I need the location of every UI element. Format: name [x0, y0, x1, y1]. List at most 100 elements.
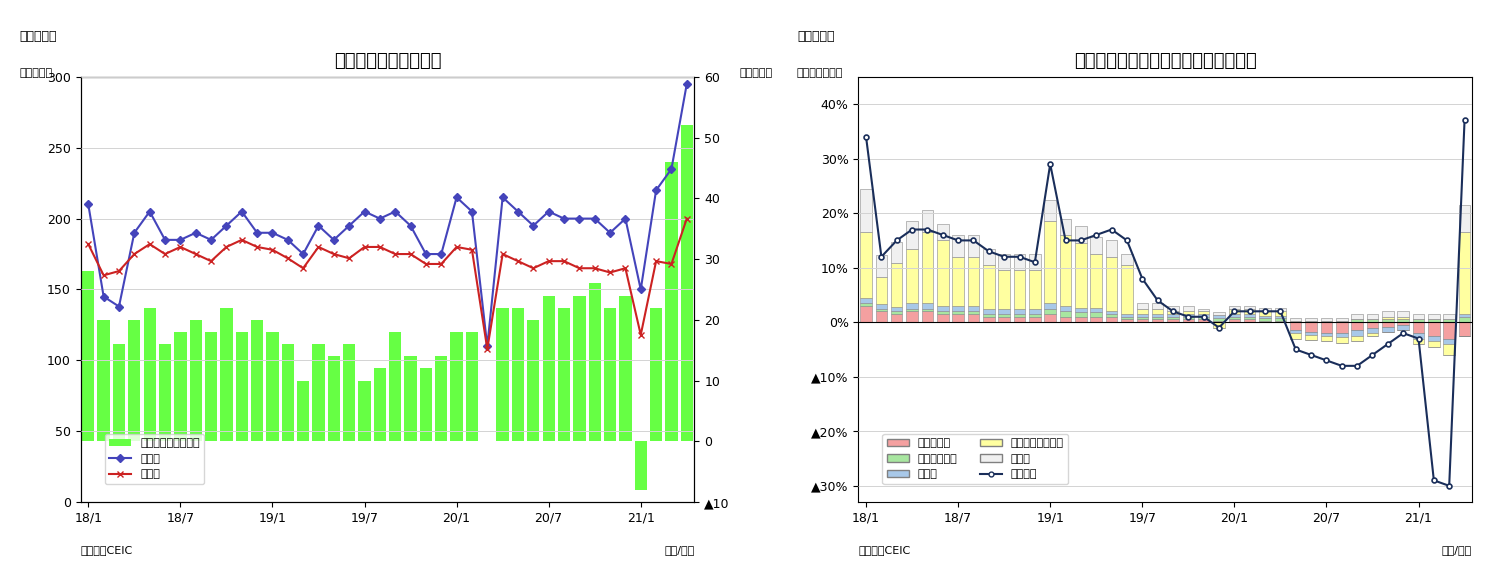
Bar	[1352, 331, 1364, 336]
Bar	[128, 320, 141, 442]
Bar	[1413, 319, 1425, 322]
Bar	[112, 344, 125, 442]
Bar	[1305, 322, 1317, 332]
Bar	[1182, 316, 1194, 319]
Bar	[1106, 257, 1118, 311]
Bar	[1198, 308, 1209, 311]
Bar	[1014, 254, 1026, 270]
Bar	[1320, 321, 1332, 322]
Bar	[1460, 316, 1470, 322]
Bar	[388, 332, 402, 442]
Bar	[1460, 205, 1470, 232]
Bar	[952, 314, 964, 322]
Bar	[450, 332, 462, 442]
Bar	[1029, 254, 1041, 270]
Bar	[876, 304, 886, 308]
Bar	[1120, 319, 1132, 322]
Bar	[1366, 333, 1378, 336]
Bar	[1152, 316, 1164, 319]
Bar	[1460, 322, 1470, 336]
Bar	[1106, 311, 1118, 314]
Bar	[1044, 221, 1056, 303]
Bar	[1352, 322, 1364, 331]
Title: マレーシア　輸出の伸び率（品目別）: マレーシア 輸出の伸び率（品目別）	[1074, 51, 1257, 70]
Bar	[968, 257, 980, 306]
Bar	[1260, 321, 1270, 322]
Bar	[1290, 318, 1302, 321]
Bar	[906, 221, 918, 249]
Bar	[1275, 308, 1286, 311]
Bar	[1382, 326, 1394, 332]
Bar	[1366, 322, 1378, 328]
Bar	[1352, 336, 1364, 341]
Bar	[1137, 319, 1148, 322]
Bar	[1120, 314, 1132, 316]
Bar	[1320, 336, 1332, 341]
Bar	[999, 316, 1010, 322]
Bar	[1460, 232, 1470, 314]
Bar	[1275, 321, 1286, 322]
Text: （前年同月比）: （前年同月比）	[796, 68, 843, 78]
Bar	[876, 255, 886, 277]
Bar	[588, 283, 602, 442]
Bar	[906, 308, 918, 311]
Bar	[1443, 344, 1455, 355]
Bar	[938, 306, 948, 311]
Bar	[1076, 312, 1086, 316]
Bar	[1443, 339, 1455, 344]
Bar	[1428, 322, 1440, 336]
Bar	[1244, 319, 1256, 322]
Bar	[968, 306, 980, 311]
Bar	[1198, 311, 1209, 314]
Bar	[1460, 314, 1470, 316]
Bar	[1182, 306, 1194, 311]
Bar	[543, 295, 555, 442]
Bar	[861, 232, 871, 298]
Bar	[1305, 321, 1317, 322]
Bar	[1228, 308, 1240, 314]
Bar	[1413, 322, 1425, 333]
Bar	[1137, 303, 1148, 308]
Bar	[1106, 316, 1118, 322]
Bar	[220, 308, 232, 442]
Bar	[982, 308, 994, 314]
Bar	[1120, 254, 1132, 265]
Bar	[98, 320, 109, 442]
Bar	[968, 235, 980, 257]
Title: マレーシア　賿易収支: マレーシア 賿易収支	[334, 51, 441, 70]
Bar	[1167, 311, 1179, 314]
Text: （図表７）: （図表７）	[20, 30, 57, 43]
Bar	[1305, 332, 1317, 335]
Bar	[1214, 312, 1225, 315]
Bar	[1198, 319, 1209, 322]
Bar	[1443, 314, 1455, 319]
Bar	[1305, 335, 1317, 340]
Bar	[573, 295, 585, 442]
Bar	[999, 270, 1010, 308]
Bar	[1398, 319, 1408, 322]
Bar	[1443, 322, 1455, 339]
Bar	[1382, 311, 1394, 316]
Bar	[1336, 338, 1347, 343]
Bar	[938, 224, 948, 240]
Bar	[938, 311, 948, 314]
Bar	[650, 308, 662, 442]
Bar	[1167, 319, 1179, 322]
Bar	[251, 320, 262, 442]
Text: （年/月）: （年/月）	[664, 545, 694, 555]
Bar	[1152, 303, 1164, 308]
Bar	[1167, 314, 1179, 316]
Bar	[1290, 331, 1302, 333]
Bar	[1260, 318, 1270, 321]
Bar	[1352, 314, 1364, 319]
Bar	[604, 308, 616, 442]
Bar	[1398, 316, 1408, 319]
Bar	[1320, 318, 1332, 321]
Bar	[189, 320, 202, 442]
Bar	[681, 125, 693, 442]
Bar	[312, 344, 324, 442]
Bar	[1090, 316, 1102, 322]
Bar	[466, 332, 478, 442]
Bar	[982, 314, 994, 316]
Bar	[1076, 226, 1086, 243]
